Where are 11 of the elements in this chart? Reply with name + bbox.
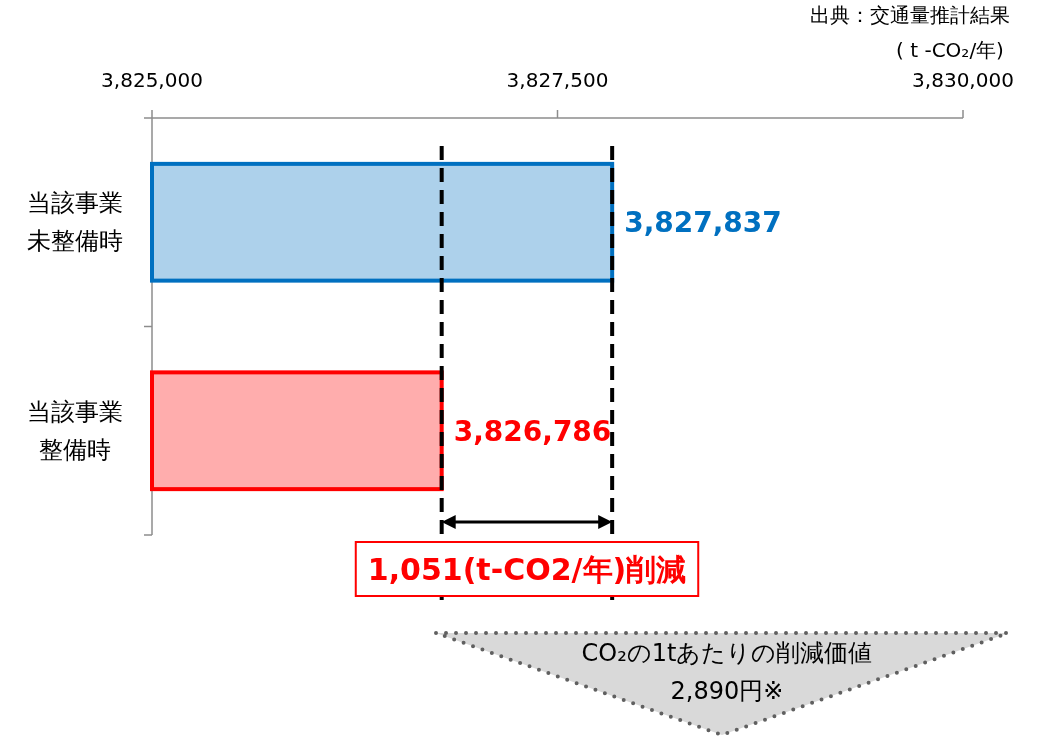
x-tick-label: 3,827,500 [506, 68, 609, 92]
x-tick-label: 3,825,000 [101, 68, 203, 92]
source-note: 出典：交通量推計結果 [810, 3, 1010, 27]
text: CO₂の1tあたりの削減価値 2,890円※ [581, 638, 873, 706]
x-axis-title: ( t -CO₂/年) [896, 38, 1004, 62]
data-label: 3,826,786 [453, 414, 612, 448]
x-tick-label: 3,830,000 [912, 68, 1014, 92]
data-label: 3,827,837 [624, 206, 782, 240]
y-tick-label: 当該事業未整備時 [27, 189, 123, 256]
annotation: 1,051(t-CO2/年)削減 [367, 552, 687, 587]
y-tick-label: 当該事業整備時 [27, 397, 123, 464]
